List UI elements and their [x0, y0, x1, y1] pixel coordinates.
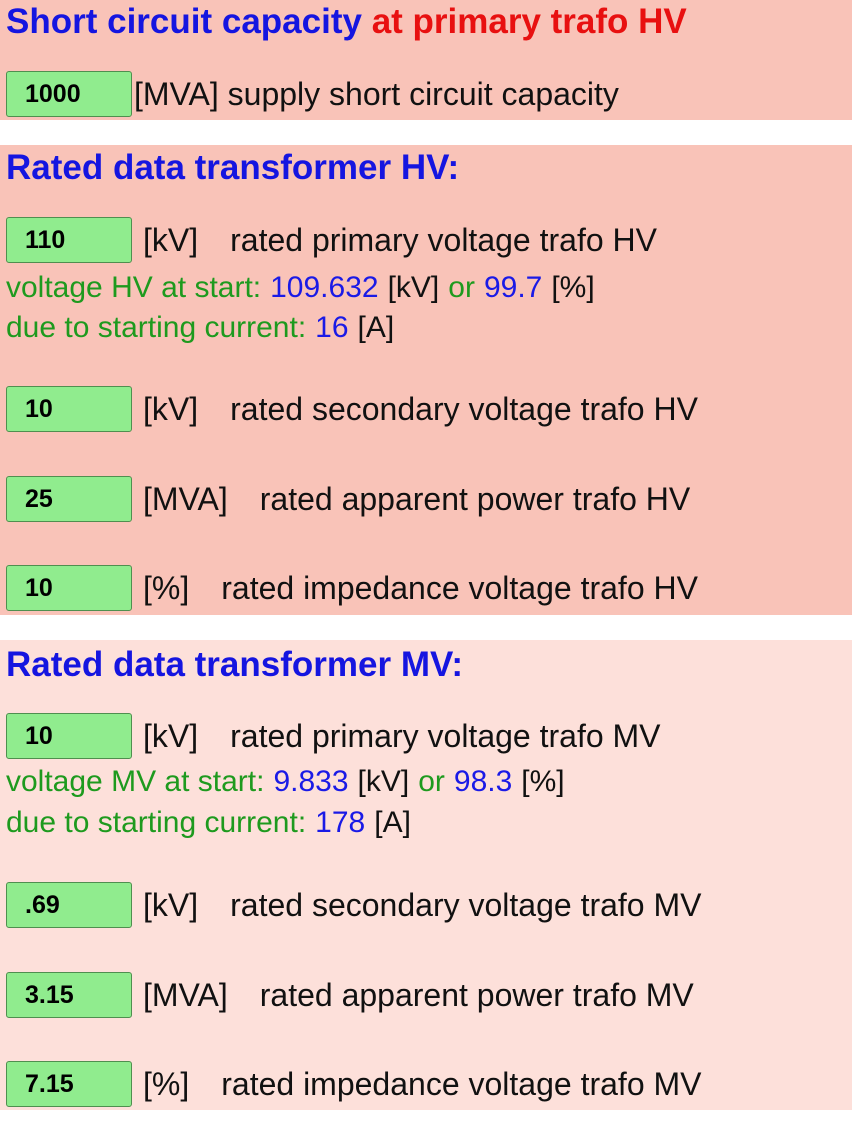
title: Short circuit capacity at primary trafo … [6, 1, 687, 43]
info-or: or [448, 271, 475, 304]
info-or: or [418, 765, 445, 798]
info-voltage-text: voltage HV at start: [6, 271, 262, 304]
value-input[interactable]: 25 [6, 476, 132, 522]
description: rated primary voltage trafo HV [230, 222, 657, 258]
info-current: 178 [315, 806, 366, 839]
info-current-text: due to starting current: [6, 806, 307, 839]
supply-input[interactable]: 1000 [6, 71, 132, 117]
supply-label: [MVA] supply short circuit capacity [134, 76, 619, 112]
info-current: 16 [315, 311, 349, 344]
value-input[interactable]: 7.15 [6, 1061, 132, 1107]
hv-panel [0, 145, 852, 615]
info-kv-unit: [kV] [387, 271, 440, 304]
info-voltage-text: voltage MV at start: [6, 765, 265, 798]
info-current-text: due to starting current: [6, 311, 307, 344]
unit: [kV] [143, 887, 199, 923]
value-input[interactable]: .69 [6, 882, 132, 928]
info-kv-unit: [kV] [357, 765, 410, 798]
unit: [kV] [143, 718, 199, 754]
unit: [MVA] [143, 481, 228, 517]
description: rated secondary voltage trafo HV [230, 391, 698, 427]
value-input[interactable]: 110 [6, 217, 132, 263]
section-heading: Rated data transformer HV: [6, 148, 460, 187]
info-voltage-pct: 98.3 [453, 765, 513, 798]
row-label: [kV] rated primary voltage trafo HV [143, 220, 657, 260]
row-label: [MVA] rated apparent power trafo HV [143, 479, 690, 519]
description: rated impedance voltage trafo HV [221, 570, 698, 606]
row-label: [%] rated impedance voltage trafo HV [143, 568, 698, 608]
value-input[interactable]: 10 [6, 565, 132, 611]
info-voltage-kv: 109.632 [270, 271, 379, 304]
description: rated apparent power trafo HV [259, 481, 691, 517]
voltage-at-start: voltage MV at start: 9.833 [kV] or 98.3 [%] [6, 763, 565, 801]
description: rated impedance voltage trafo MV [221, 1066, 702, 1102]
info-voltage-pct: 99.7 [483, 271, 543, 304]
title-blue: Short circuit capacity [6, 2, 362, 41]
starting-current: due to starting current: 16 [A] [6, 309, 394, 347]
mv-panel [0, 640, 852, 1110]
supply-panel [0, 0, 852, 120]
title-red: at primary trafo HV [371, 2, 687, 41]
section-heading: Rated data transformer MV: [6, 645, 464, 684]
row-label: [kV] rated secondary voltage trafo MV [143, 885, 701, 925]
row-label: [kV] rated primary voltage trafo MV [143, 716, 661, 756]
unit: [MVA] [143, 977, 228, 1013]
row-label: [kV] rated secondary voltage trafo HV [143, 389, 698, 429]
value-input[interactable]: 3.15 [6, 972, 132, 1018]
info-current-unit: [A] [374, 806, 411, 839]
starting-current: due to starting current: 178 [A] [6, 804, 411, 842]
description: rated apparent power trafo MV [259, 977, 694, 1013]
unit: [%] [143, 1066, 190, 1102]
info-current-unit: [A] [357, 311, 395, 344]
info-pct-unit: [%] [551, 271, 595, 304]
info-pct-unit: [%] [521, 765, 565, 798]
unit: [kV] [143, 391, 199, 427]
unit: [kV] [143, 222, 199, 258]
unit: [%] [143, 570, 190, 606]
row-label: [%] rated impedance voltage trafo MV [143, 1064, 702, 1104]
voltage-at-start: voltage HV at start: 109.632 [kV] or 99.7 [%] [6, 269, 595, 307]
row-label: [MVA] rated apparent power trafo MV [143, 975, 694, 1015]
value-input[interactable]: 10 [6, 713, 132, 759]
value-input[interactable]: 10 [6, 386, 132, 432]
info-voltage-kv: 9.833 [273, 765, 349, 798]
description: rated primary voltage trafo MV [230, 718, 661, 754]
description: rated secondary voltage trafo MV [230, 887, 702, 923]
